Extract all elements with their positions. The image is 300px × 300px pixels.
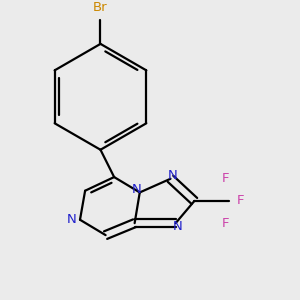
Text: Br: Br (93, 1, 108, 14)
Text: N: N (131, 183, 141, 196)
Text: F: F (221, 172, 229, 185)
Text: N: N (67, 213, 76, 226)
Text: N: N (172, 220, 182, 233)
Text: F: F (237, 194, 244, 208)
Text: F: F (221, 217, 229, 230)
Text: N: N (167, 169, 177, 182)
